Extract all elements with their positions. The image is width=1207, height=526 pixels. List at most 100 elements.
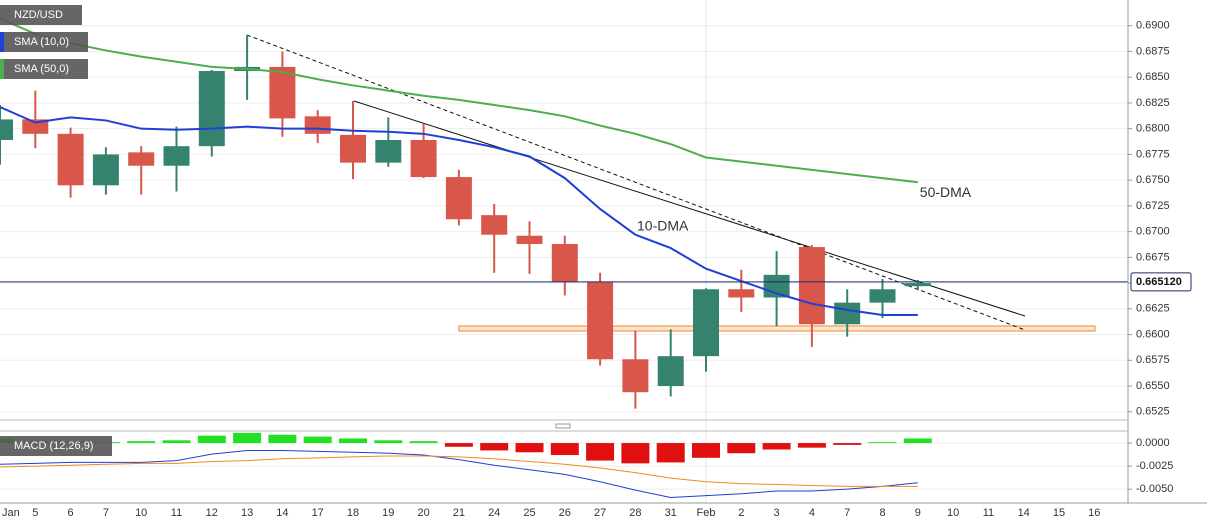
candle-body [375, 140, 402, 163]
last-price-box [1130, 272, 1192, 292]
support-zone [458, 325, 1096, 332]
sma-line [0, 17, 918, 184]
histogram-bar [374, 440, 403, 444]
x-tick-label: 14 [1018, 507, 1030, 519]
x-tick-label: 28 [629, 507, 641, 519]
y-tick-label: 0.6675 [1136, 251, 1170, 263]
histogram-bar [797, 443, 826, 448]
panel-resize-handle[interactable] [555, 423, 571, 429]
x-tick-label: 24 [488, 507, 500, 519]
histogram-bar [268, 434, 297, 444]
grid-layer [0, 25, 1128, 490]
x-tick-label: 10 [135, 507, 147, 519]
histogram-bar [162, 440, 191, 444]
histogram-bar [339, 438, 367, 444]
y-tick-label: 0.6625 [1136, 303, 1170, 315]
labels: 0.65250.65500.65750.66000.66250.66500.66… [0, 5, 1192, 519]
y-tick-label: 0.6825 [1136, 97, 1170, 109]
candle-body [340, 134, 366, 163]
histogram-bar [656, 443, 685, 463]
histogram-bar [303, 436, 332, 444]
histogram-bar [409, 441, 438, 444]
histogram-bar [444, 443, 473, 447]
series-annotation: 50-DMA [920, 184, 972, 200]
x-tick-label: 4 [809, 507, 815, 519]
x-tick-label: 25 [523, 507, 535, 519]
histogram-bar [480, 443, 509, 451]
x-tick-label: 9 [915, 507, 921, 519]
legend-text: SMA (10,0) [14, 36, 69, 48]
histogram-bar [515, 443, 544, 453]
y-tick-label: 0.6600 [1136, 328, 1170, 340]
candle-body [587, 282, 614, 360]
x-tick-label: 19 [382, 507, 394, 519]
y-tick-label: 0.0000 [1136, 437, 1170, 449]
histogram-bar [833, 443, 862, 445]
x-tick-label: 14 [276, 507, 288, 519]
candle-body [904, 283, 931, 287]
x-tick-label: 15 [1053, 507, 1065, 519]
candle-body [92, 154, 119, 186]
series-annotation: 10-DMA [637, 218, 689, 234]
marks [0, 17, 1128, 498]
x-tick-label: 6 [68, 507, 74, 519]
y-tick-label: 0.6750 [1136, 174, 1170, 186]
x-tick-label: 31 [665, 507, 677, 519]
histogram-bar [762, 443, 791, 450]
trend-line-dashed [246, 34, 1026, 331]
candle-body [622, 359, 649, 393]
x-tick-label: 8 [879, 507, 885, 519]
y-tick-label: 0.6850 [1136, 71, 1170, 83]
candle-body [481, 215, 508, 235]
y-tick-label: 0.6775 [1136, 148, 1170, 160]
y-tick-label: 0.6525 [1136, 406, 1170, 418]
y-tick-label: 0.6875 [1136, 45, 1170, 57]
y-tick-label: 0.6800 [1136, 123, 1170, 135]
x-tick-label: 2 [738, 507, 744, 519]
x-tick-label: 27 [594, 507, 606, 519]
x-tick-label: 7 [844, 507, 850, 519]
y-tick-label: -0.0050 [1136, 483, 1173, 495]
last-price-label: 0.665120 [1136, 276, 1182, 288]
x-tick-label: 5 [32, 507, 38, 519]
candle-body [410, 140, 437, 178]
y-tick-label: 0.6550 [1136, 380, 1170, 392]
x-tick-label: 16 [1088, 507, 1100, 519]
candle-body [57, 133, 84, 186]
histogram-bar [621, 443, 650, 464]
candle-body [551, 243, 578, 283]
histogram-bar [127, 441, 156, 444]
legend-swatch [0, 32, 4, 52]
x-tick-label: Feb [697, 507, 716, 519]
y-tick-label: -0.0025 [1136, 460, 1173, 472]
x-tick-label: 20 [417, 507, 429, 519]
x-tick-label: 7 [103, 507, 109, 519]
candle-body [198, 71, 225, 147]
histogram-bar [692, 443, 720, 458]
trend-line [353, 100, 1026, 317]
x-tick-label: 3 [774, 507, 780, 519]
signal-line [0, 455, 918, 487]
candle-body [798, 247, 825, 325]
histogram-bar [550, 443, 579, 456]
y-tick-label: 0.6575 [1136, 354, 1170, 366]
legend-badge [0, 32, 88, 52]
x-tick-label: 13 [241, 507, 253, 519]
histogram-bar [903, 438, 932, 444]
legend-badge [0, 59, 88, 79]
x-tick-label: 21 [453, 507, 465, 519]
candle-body [163, 146, 190, 166]
candle-body [445, 177, 472, 220]
x-tick-label: 12 [206, 507, 218, 519]
candle-body [693, 289, 719, 357]
legend-swatch [0, 59, 4, 79]
x-tick-label: 18 [347, 507, 359, 519]
y-tick-label: 0.6900 [1136, 20, 1170, 32]
legend-badge [0, 5, 82, 25]
sma-line [0, 106, 918, 316]
candle-body [834, 302, 861, 325]
x-tick-label: 11 [983, 507, 994, 519]
candle-body [869, 289, 896, 303]
macd-line [0, 449, 918, 498]
